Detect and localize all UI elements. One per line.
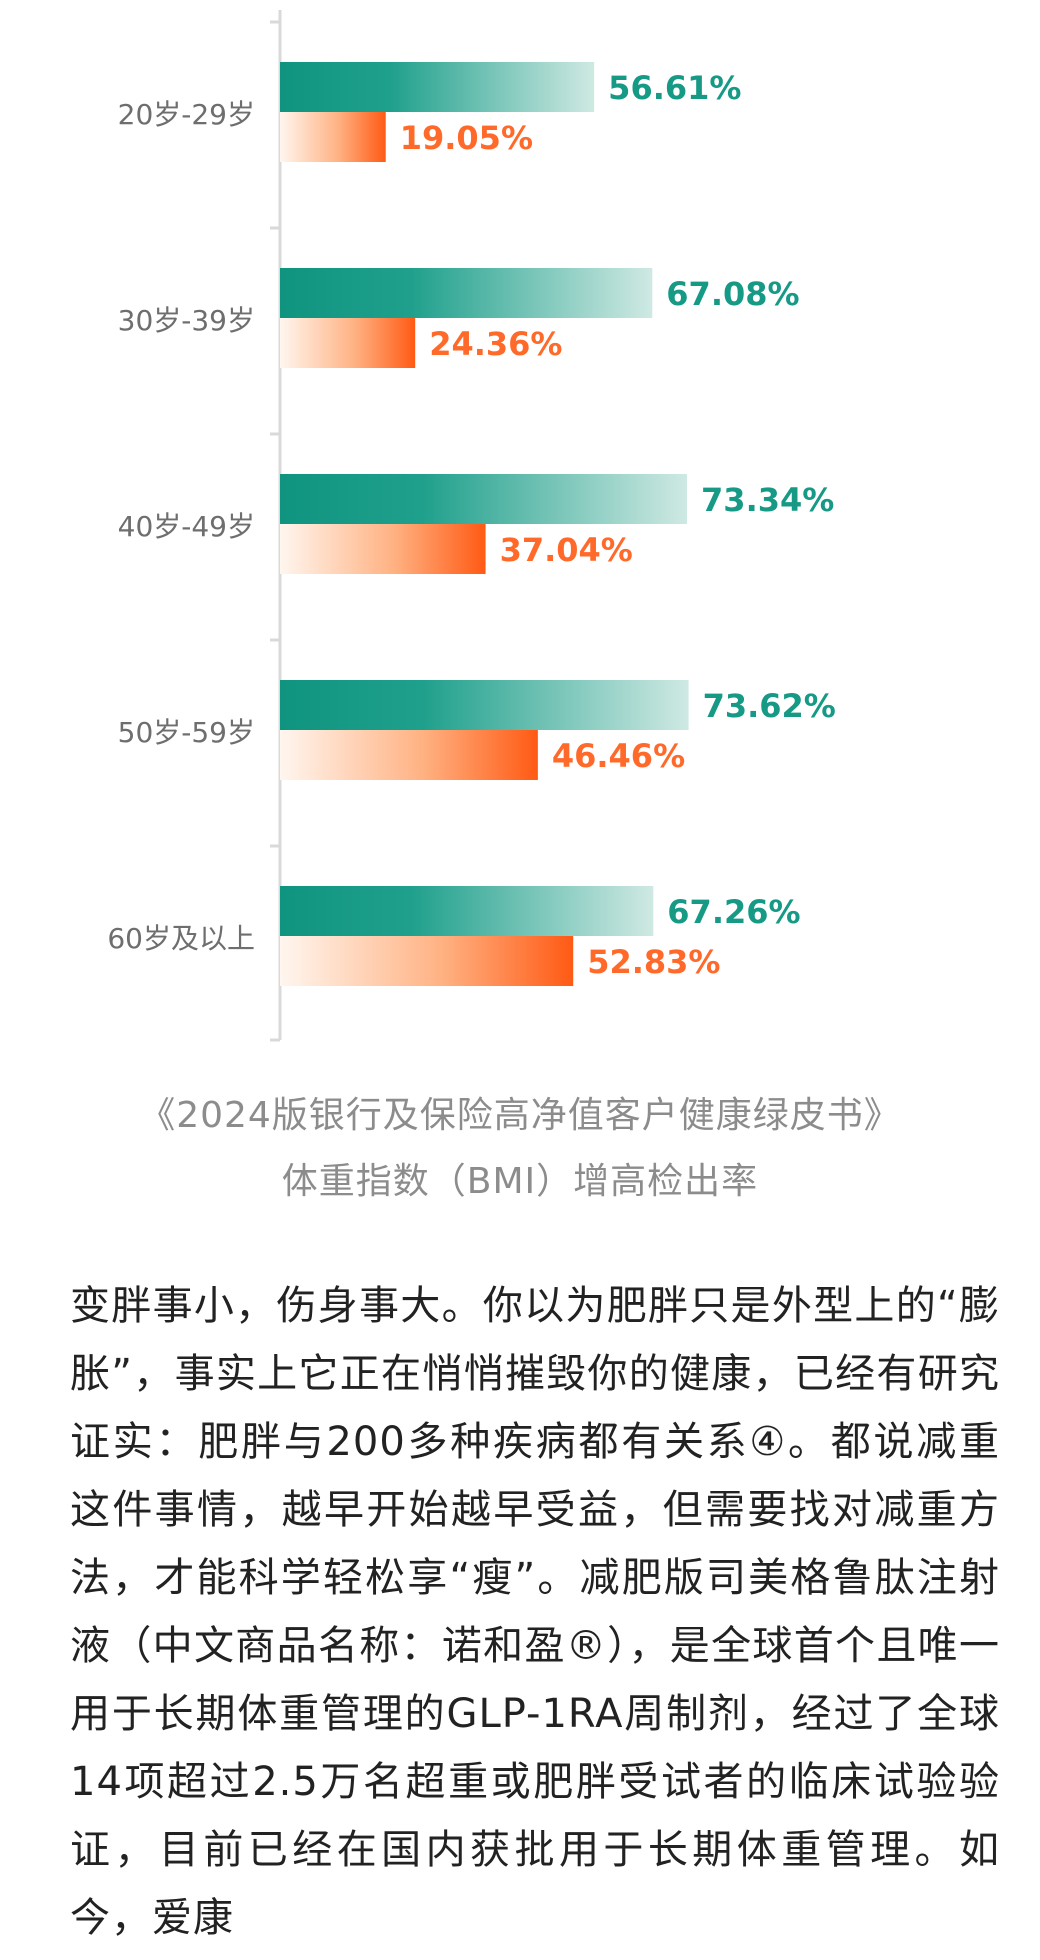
category-label: 60岁及以上 bbox=[107, 922, 255, 955]
data-label: 52.83% bbox=[587, 943, 720, 981]
category-label: 30岁-39岁 bbox=[118, 304, 255, 337]
data-label: 67.26% bbox=[667, 893, 800, 931]
data-label: 56.61% bbox=[608, 69, 741, 107]
bmi-chart: 20岁-29岁 30岁-39岁 40岁-49岁 50岁-59岁 60岁及以上 56.61… bbox=[107, 10, 836, 1042]
article-body: 变胖事小，伤身事大。你以为肥胖只是外型上的“膨胀”，事实上它正在悄悄摧毁你的健康… bbox=[70, 1272, 1000, 1952]
bar-orange bbox=[280, 318, 416, 368]
bar-teal bbox=[280, 474, 688, 524]
bar-teal bbox=[280, 886, 654, 936]
category-label: 20岁-29岁 bbox=[118, 98, 255, 131]
category-label: 40岁-49岁 bbox=[118, 510, 255, 543]
article-paragraph: 变胖事小，伤身事大。你以为肥胖只是外型上的“膨胀”，事实上它正在悄悄摧毁你的健康… bbox=[70, 1283, 1000, 1941]
data-label: 46.46% bbox=[552, 737, 685, 775]
bar-teal bbox=[280, 268, 653, 318]
data-label: 19.05% bbox=[400, 119, 533, 157]
bar-orange bbox=[280, 936, 574, 986]
bar-orange bbox=[280, 730, 538, 780]
category-label: 50岁-59岁 bbox=[118, 716, 255, 749]
bar-orange bbox=[280, 524, 486, 574]
data-label: 24.36% bbox=[429, 325, 562, 363]
data-label: 73.62% bbox=[703, 687, 836, 725]
data-label: 67.08% bbox=[666, 275, 799, 313]
data-label: 37.04% bbox=[500, 531, 633, 569]
data-label: 73.34% bbox=[701, 481, 834, 519]
bar-teal bbox=[280, 62, 595, 112]
chart-caption-title: 体重指数（BMI）增高检出率 bbox=[281, 1161, 759, 1202]
chart-caption-source: 《2024版银行及保险高净值客户健康绿皮书》 bbox=[139, 1095, 901, 1136]
bar-chart-svg: 20岁-29岁 30岁-39岁 40岁-49岁 50岁-59岁 60岁及以上 56.61… bbox=[107, 10, 836, 1042]
bar-orange bbox=[280, 112, 386, 162]
bar-teal bbox=[280, 680, 689, 730]
